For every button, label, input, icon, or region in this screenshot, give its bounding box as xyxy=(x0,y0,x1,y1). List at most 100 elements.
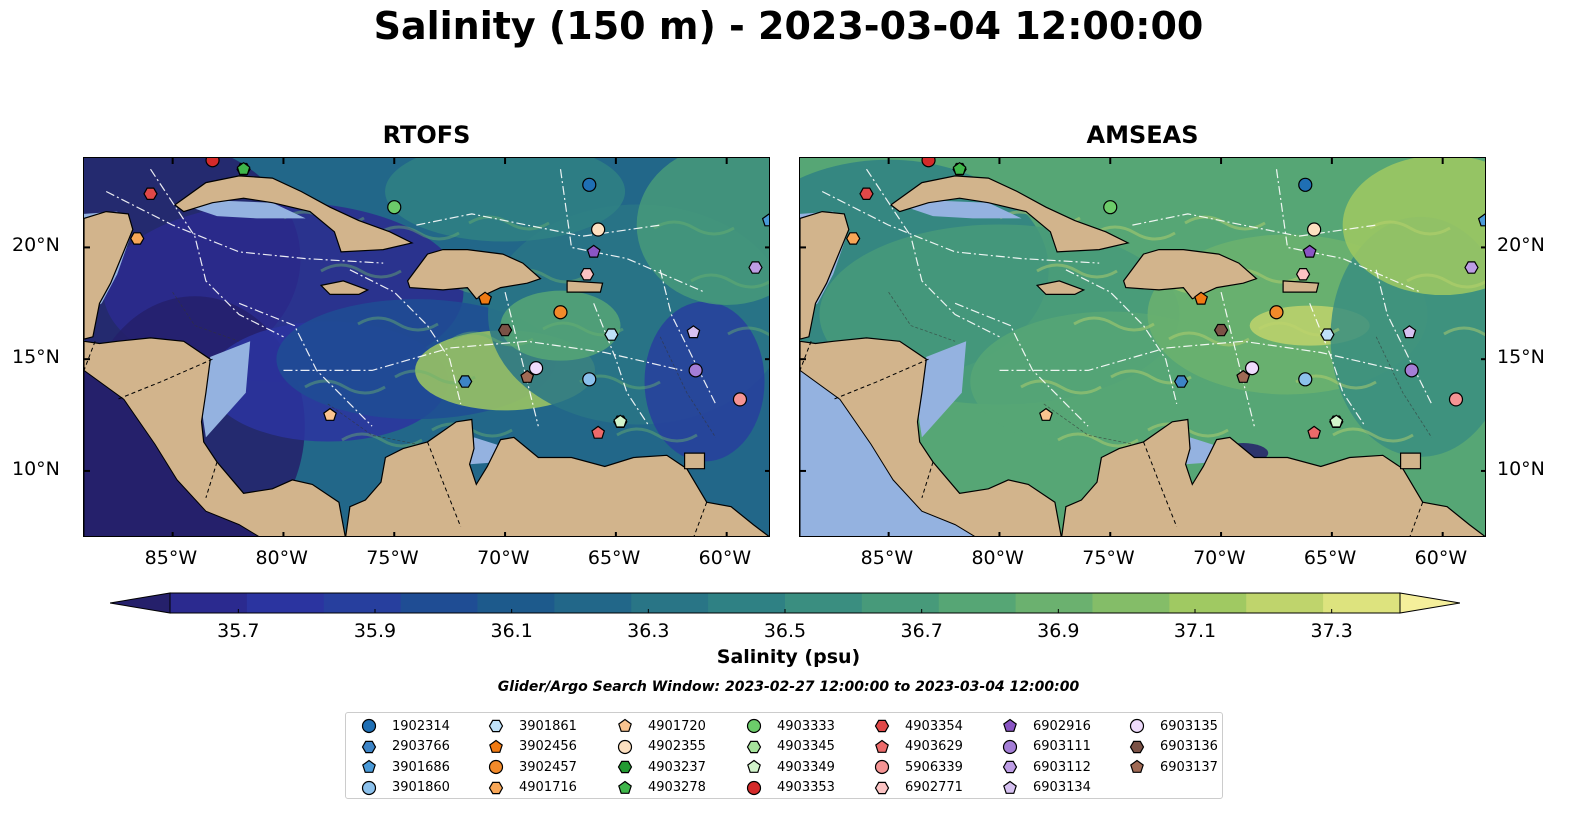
legend-entry-6902916: 6902916 xyxy=(999,716,1091,736)
float-2903766-marker xyxy=(1174,375,1189,388)
colorbar-bin xyxy=(246,593,325,613)
legend-label: 1902314 xyxy=(392,718,450,734)
land-cuba xyxy=(173,175,414,253)
legend-label: 3902457 xyxy=(519,759,577,775)
float-4903278-marker xyxy=(952,161,967,175)
legend-entry-4903345: 4903345 xyxy=(743,737,835,757)
float-6903112-marker xyxy=(1464,261,1479,274)
legend-label: 4903345 xyxy=(777,739,835,754)
hexagon-marker-icon xyxy=(1129,740,1145,753)
float-6903134-marker xyxy=(686,325,701,339)
lat-tick-label: 10°N xyxy=(1497,457,1545,480)
legend-entry-4903278: 4903278 xyxy=(614,778,706,798)
pentagon-marker-icon xyxy=(362,759,376,773)
land-hispaniola xyxy=(1122,248,1258,300)
legend-label: 4903629 xyxy=(905,739,963,754)
legend-label: 4901716 xyxy=(519,780,577,795)
colorbar-over-extension xyxy=(1399,592,1460,614)
circle-marker-icon xyxy=(361,780,377,795)
legend-label: 4901720 xyxy=(648,718,706,734)
colorbar-bin xyxy=(1092,593,1170,613)
pentagon-marker-icon xyxy=(618,718,632,732)
float-1902314-marker xyxy=(1298,177,1313,192)
colorbar-tick-label: 36.3 xyxy=(627,620,670,642)
legend-entry-6903111: 6903111 xyxy=(999,737,1091,757)
lat-tick-label: 20°N xyxy=(12,234,60,257)
land-yucatan-mexico xyxy=(84,210,134,340)
lon-tick-label: 70°W xyxy=(477,547,530,569)
colorbar-bin xyxy=(323,593,402,613)
float-5906339-marker xyxy=(732,392,748,407)
hexagon-marker-icon xyxy=(874,719,890,733)
colorbar-tick-label: 37.1 xyxy=(1173,620,1217,642)
legend-label: 4903278 xyxy=(648,780,706,795)
colorbar-tick-label: 36.7 xyxy=(900,620,943,642)
colorbar-tick-label: 36.1 xyxy=(490,620,533,642)
legend-entry-4902355: 4902355 xyxy=(614,737,706,757)
legend-label: 6903137 xyxy=(1160,759,1218,775)
float-legend: 1902314 2903766 3901686 3901860 3901861 39024… xyxy=(345,712,1223,799)
legend-entry-3902457: 3902457 xyxy=(485,757,577,777)
float-3902456-marker xyxy=(1194,291,1209,305)
land-jamaica xyxy=(1035,280,1086,295)
float-4901720-marker xyxy=(323,407,337,421)
colorbar-bin xyxy=(170,593,248,613)
float-6903111-marker xyxy=(1404,363,1419,378)
legend-entry-3902456: 3902456 xyxy=(485,737,577,757)
lon-tick-label: 65°W xyxy=(587,547,641,569)
legend-label: 3901686 xyxy=(392,759,450,775)
circle-marker-icon xyxy=(746,718,762,734)
legend-label: 3901860 xyxy=(392,780,450,795)
legend-label: 4902355 xyxy=(648,739,706,754)
float-3902456-marker xyxy=(478,291,493,305)
legend-label: 6902771 xyxy=(905,780,963,795)
lon-tick-label: 60°W xyxy=(1414,547,1468,569)
panel-title-rtofs: RTOFS xyxy=(382,121,471,149)
colorbar-bin xyxy=(554,593,632,613)
legend-entry-1902314: 1902314 xyxy=(358,716,450,736)
legend-entry-6903137: 6903137 xyxy=(1126,757,1218,777)
legend-entry-4903333: 4903333 xyxy=(743,716,835,736)
float-6903137-marker xyxy=(1236,369,1251,383)
pentagon-marker-icon xyxy=(1003,718,1017,732)
float-6903136-marker xyxy=(497,323,513,337)
lon-tick-label: 60°W xyxy=(698,547,752,569)
land-south-america xyxy=(345,418,769,536)
float-4903354-marker xyxy=(859,187,874,201)
float-6903112-marker xyxy=(748,261,763,274)
land-jamaica xyxy=(319,280,370,295)
float-4901716-marker xyxy=(130,232,145,245)
land-puerto-rico xyxy=(566,280,604,293)
lon-tick-label: 80°W xyxy=(971,547,1024,569)
colorbar-bin xyxy=(1246,593,1324,613)
float-4902355-marker xyxy=(1307,222,1322,237)
float-6902771-marker xyxy=(1295,267,1311,281)
float-6902916-marker xyxy=(586,244,601,258)
lon-tick-label: 85°W xyxy=(144,547,198,569)
float-3901861-marker xyxy=(604,328,619,341)
pentagon-marker-icon xyxy=(875,739,889,753)
legend-label: 6903134 xyxy=(1033,780,1091,795)
legend-label: 6903136 xyxy=(1160,739,1218,754)
rtofs-salinity-map xyxy=(83,157,770,537)
land-trinidad xyxy=(683,452,706,470)
hexagon-marker-icon xyxy=(488,781,504,794)
land-cuba xyxy=(889,175,1130,253)
pentagon-marker-icon xyxy=(618,780,632,794)
float-6903135-marker xyxy=(1244,361,1260,376)
legend-entry-4903237: 4903237 xyxy=(614,757,706,777)
float-4903353-marker xyxy=(205,158,220,168)
float-3901860-marker xyxy=(582,372,597,387)
salinity-colorbar xyxy=(110,592,1460,614)
hexagon-marker-icon xyxy=(488,719,504,733)
float-3901686-marker xyxy=(1477,213,1485,227)
pentagon-marker-icon xyxy=(1130,759,1144,773)
legend-entry-3901861: 3901861 xyxy=(485,716,577,736)
circle-marker-icon xyxy=(874,759,890,775)
panel-title-amseas: AMSEAS xyxy=(1086,121,1199,149)
float-4903354-marker xyxy=(143,187,158,201)
float-3901686-marker xyxy=(761,213,769,227)
circle-marker-icon xyxy=(617,739,633,754)
legend-entry-2903766: 2903766 xyxy=(358,737,450,757)
float-3901861-marker xyxy=(1320,328,1335,341)
